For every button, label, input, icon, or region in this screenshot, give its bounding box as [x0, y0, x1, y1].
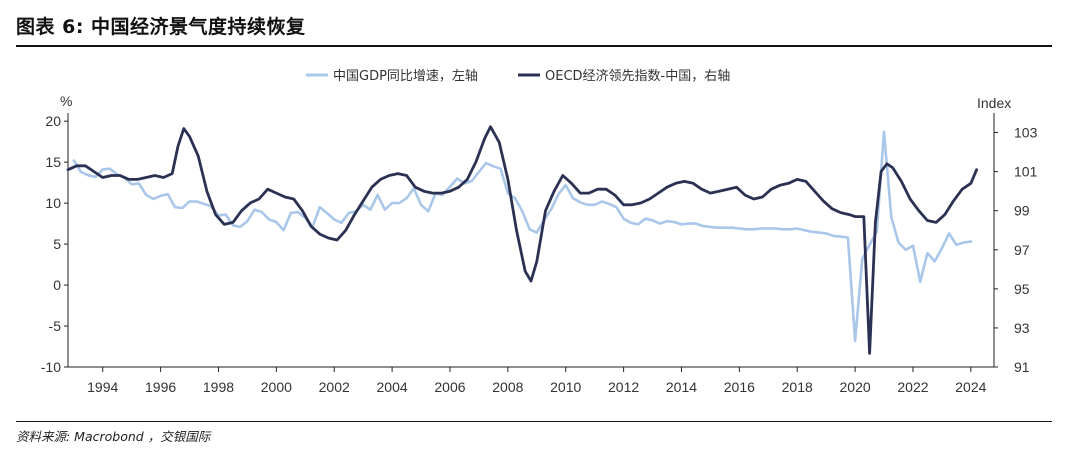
- source-note: 资料来源: Macrobond ，交银国际: [16, 429, 211, 444]
- legend-label-gdp: 中国GDP同比增速，左轴: [333, 69, 478, 84]
- right-axis-unit: Index: [977, 95, 1011, 111]
- x-tick-label: 2000: [261, 379, 292, 395]
- gdp-series-line: [72, 130, 973, 343]
- right-tick-label: 95: [1014, 281, 1030, 297]
- x-tick-label: 1994: [87, 379, 118, 395]
- right-tick-label: 101: [1014, 164, 1038, 180]
- title-divider: [16, 45, 1052, 47]
- x-axis-ticks: 1994 1996 1998 2000 2002 2004 2006 2008 2010 2012…: [87, 367, 987, 395]
- x-tick-label: 2012: [608, 379, 639, 395]
- x-tick-label: 2022: [897, 379, 928, 395]
- left-axis-unit: %: [60, 93, 72, 109]
- left-tick-label: 15: [45, 154, 61, 170]
- x-tick-label: 1996: [145, 379, 176, 395]
- x-tick-label: 2024: [955, 379, 986, 395]
- x-tick-label: 2018: [782, 379, 813, 395]
- series-layer: [66, 125, 978, 355]
- left-tick-label: 20: [45, 113, 61, 129]
- left-tick-label: 0: [53, 277, 61, 293]
- right-tick-label: 103: [1014, 125, 1038, 141]
- right-tick-label: 99: [1014, 203, 1030, 219]
- left-axis-ticks: 20 15 10 5 0 -5 -10: [41, 113, 68, 375]
- x-tick-label: 2016: [724, 379, 755, 395]
- x-tick-label: 2010: [550, 379, 581, 395]
- left-tick-label: 5: [53, 236, 61, 252]
- right-tick-label: 97: [1014, 242, 1030, 258]
- legend-label-oecd: OECD经济领先指数-中国，右轴: [545, 69, 730, 84]
- legend: 中国GDP同比增速，左轴 OECD经济领先指数-中国，右轴: [306, 69, 730, 84]
- left-tick-label: -5: [49, 318, 62, 334]
- footer-divider: [16, 421, 1052, 422]
- left-tick-label: -10: [41, 359, 61, 375]
- x-tick-label: 2006: [434, 379, 465, 395]
- x-tick-label: 2014: [666, 379, 697, 395]
- x-tick-label: 2020: [840, 379, 871, 395]
- x-tick-label: 2002: [319, 379, 350, 395]
- right-axis-ticks: 103 101 99 97 95 93 91: [994, 125, 1038, 375]
- x-tick-label: 2004: [377, 379, 408, 395]
- page-title: 图表 6: 中国经济景气度持续恢复: [16, 16, 306, 38]
- oecd-series-line: [66, 125, 978, 355]
- chart: 中国GDP同比增速，左轴 OECD经济领先指数-中国，右轴 % Index 20…: [41, 69, 1038, 395]
- x-tick-label: 2008: [492, 379, 523, 395]
- x-tick-label: 1998: [203, 379, 234, 395]
- right-tick-label: 91: [1014, 359, 1030, 375]
- left-tick-label: 10: [45, 195, 61, 211]
- right-tick-label: 93: [1014, 320, 1030, 336]
